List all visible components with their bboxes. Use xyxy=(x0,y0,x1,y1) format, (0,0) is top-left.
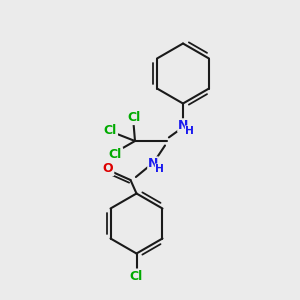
Text: N: N xyxy=(178,119,188,132)
Text: H: H xyxy=(185,126,194,136)
Text: Cl: Cl xyxy=(109,148,122,161)
Text: Cl: Cl xyxy=(130,269,143,283)
Text: Cl: Cl xyxy=(104,124,117,137)
Text: N: N xyxy=(148,157,158,170)
Text: Cl: Cl xyxy=(127,111,140,124)
Text: H: H xyxy=(155,164,164,174)
Text: O: O xyxy=(103,162,113,175)
